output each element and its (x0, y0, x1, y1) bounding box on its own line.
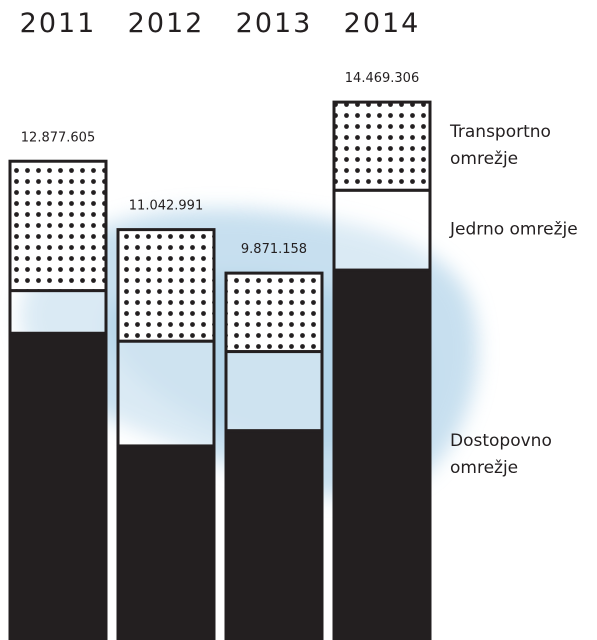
year-label: 2014 (344, 8, 421, 39)
year-label: 2012 (128, 8, 205, 39)
year-label: 2011 (20, 8, 97, 39)
total-label: 11.042.991 (129, 199, 203, 214)
bar-segment (332, 100, 432, 192)
bar-segment (8, 289, 108, 335)
bar-segment (8, 331, 108, 640)
legend-label: Transportno omrežje (450, 122, 551, 170)
year-label: 2013 (236, 8, 313, 39)
bar-segment (224, 429, 324, 640)
bar-segment (332, 188, 432, 272)
bar-segment (116, 444, 216, 640)
total-label: 14.469.306 (345, 71, 419, 86)
bar-segment (116, 228, 216, 343)
legend-label: Dostopovno omrežje (450, 431, 552, 479)
total-label: 9.871.158 (241, 242, 307, 257)
bar-segment (8, 159, 108, 293)
bar-segment (116, 339, 216, 448)
plot: 2011 12.877.605 2012 11.042.991 2013 9.871.15… (8, 8, 432, 640)
legend-label: Jedrno omrežje (450, 219, 578, 240)
bar-segment (224, 350, 324, 433)
total-label: 12.877.605 (21, 130, 95, 145)
bar-segment (332, 268, 432, 640)
bar-segment (224, 271, 324, 354)
